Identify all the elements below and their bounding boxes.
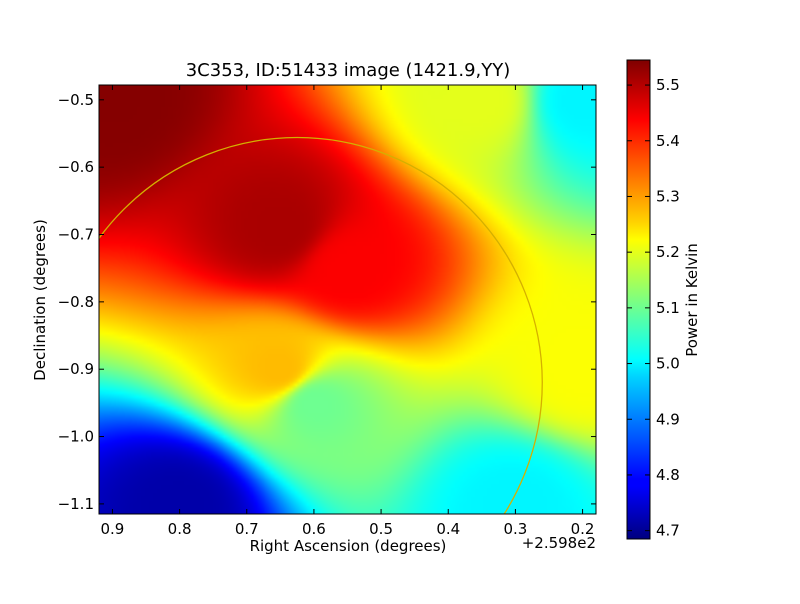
x-tick-label: 0.8 <box>168 520 192 538</box>
y-tick-label: −0.9 <box>58 360 94 378</box>
y-tick-label: −1.1 <box>58 495 94 513</box>
x-axis-label: Right Ascension (degrees) <box>250 537 447 555</box>
colorbar-tick-label: 5.5 <box>656 76 680 94</box>
heatmap-area <box>99 85 596 514</box>
x-axis-ticks: 0.9 0.8 0.7 0.6 0.5 0.4 0.3 0.2 <box>101 85 595 538</box>
y-tick-label: −0.5 <box>58 91 94 109</box>
x-axis-offset-label: +2.598e2 <box>522 534 596 552</box>
y-tick-label: −0.6 <box>58 158 94 176</box>
y-tick-label: −0.8 <box>58 293 94 311</box>
heatmap-image <box>99 85 596 514</box>
x-tick-label: 0.9 <box>101 520 125 538</box>
colorbar-tick-label: 4.8 <box>656 466 680 484</box>
chart-title: 3C353, ID:51433 image (1421.9,YY) <box>186 60 511 81</box>
y-axis-ticks: −0.5 −0.6 −0.7 −0.8 −0.9 −1.0 −1.1 <box>58 91 596 513</box>
y-tick-label: −1.0 <box>58 428 94 446</box>
x-tick-label: 0.2 <box>571 520 595 538</box>
colorbar-tick-label: 5.0 <box>656 355 680 373</box>
colorbar-ticks: 4.7 4.8 4.9 5.0 5.1 5.2 5.3 5.4 5.5 <box>627 76 680 540</box>
beam-circle <box>99 136 543 514</box>
colorbar-tick-label: 5.3 <box>656 187 680 205</box>
colorbar-tick-label: 4.9 <box>656 410 680 428</box>
x-tick-label: 0.4 <box>436 520 460 538</box>
x-tick-label: 0.6 <box>302 520 326 538</box>
x-tick-label: 0.3 <box>503 520 527 538</box>
plot-frame <box>98 84 597 515</box>
x-tick-label: 0.7 <box>235 520 259 538</box>
y-axis-label: Declination (degrees) <box>31 219 49 381</box>
colorbar-label: Power in Kelvin <box>683 243 701 357</box>
colorbar <box>626 59 651 540</box>
colorbar-tick-label: 5.4 <box>656 132 680 150</box>
y-tick-label: −0.7 <box>58 226 94 244</box>
colorbar-tick-label: 5.2 <box>656 243 680 261</box>
x-tick-label: 0.5 <box>369 520 393 538</box>
colorbar-tick-label: 4.7 <box>656 522 680 540</box>
colorbar-tick-label: 5.1 <box>656 299 680 317</box>
